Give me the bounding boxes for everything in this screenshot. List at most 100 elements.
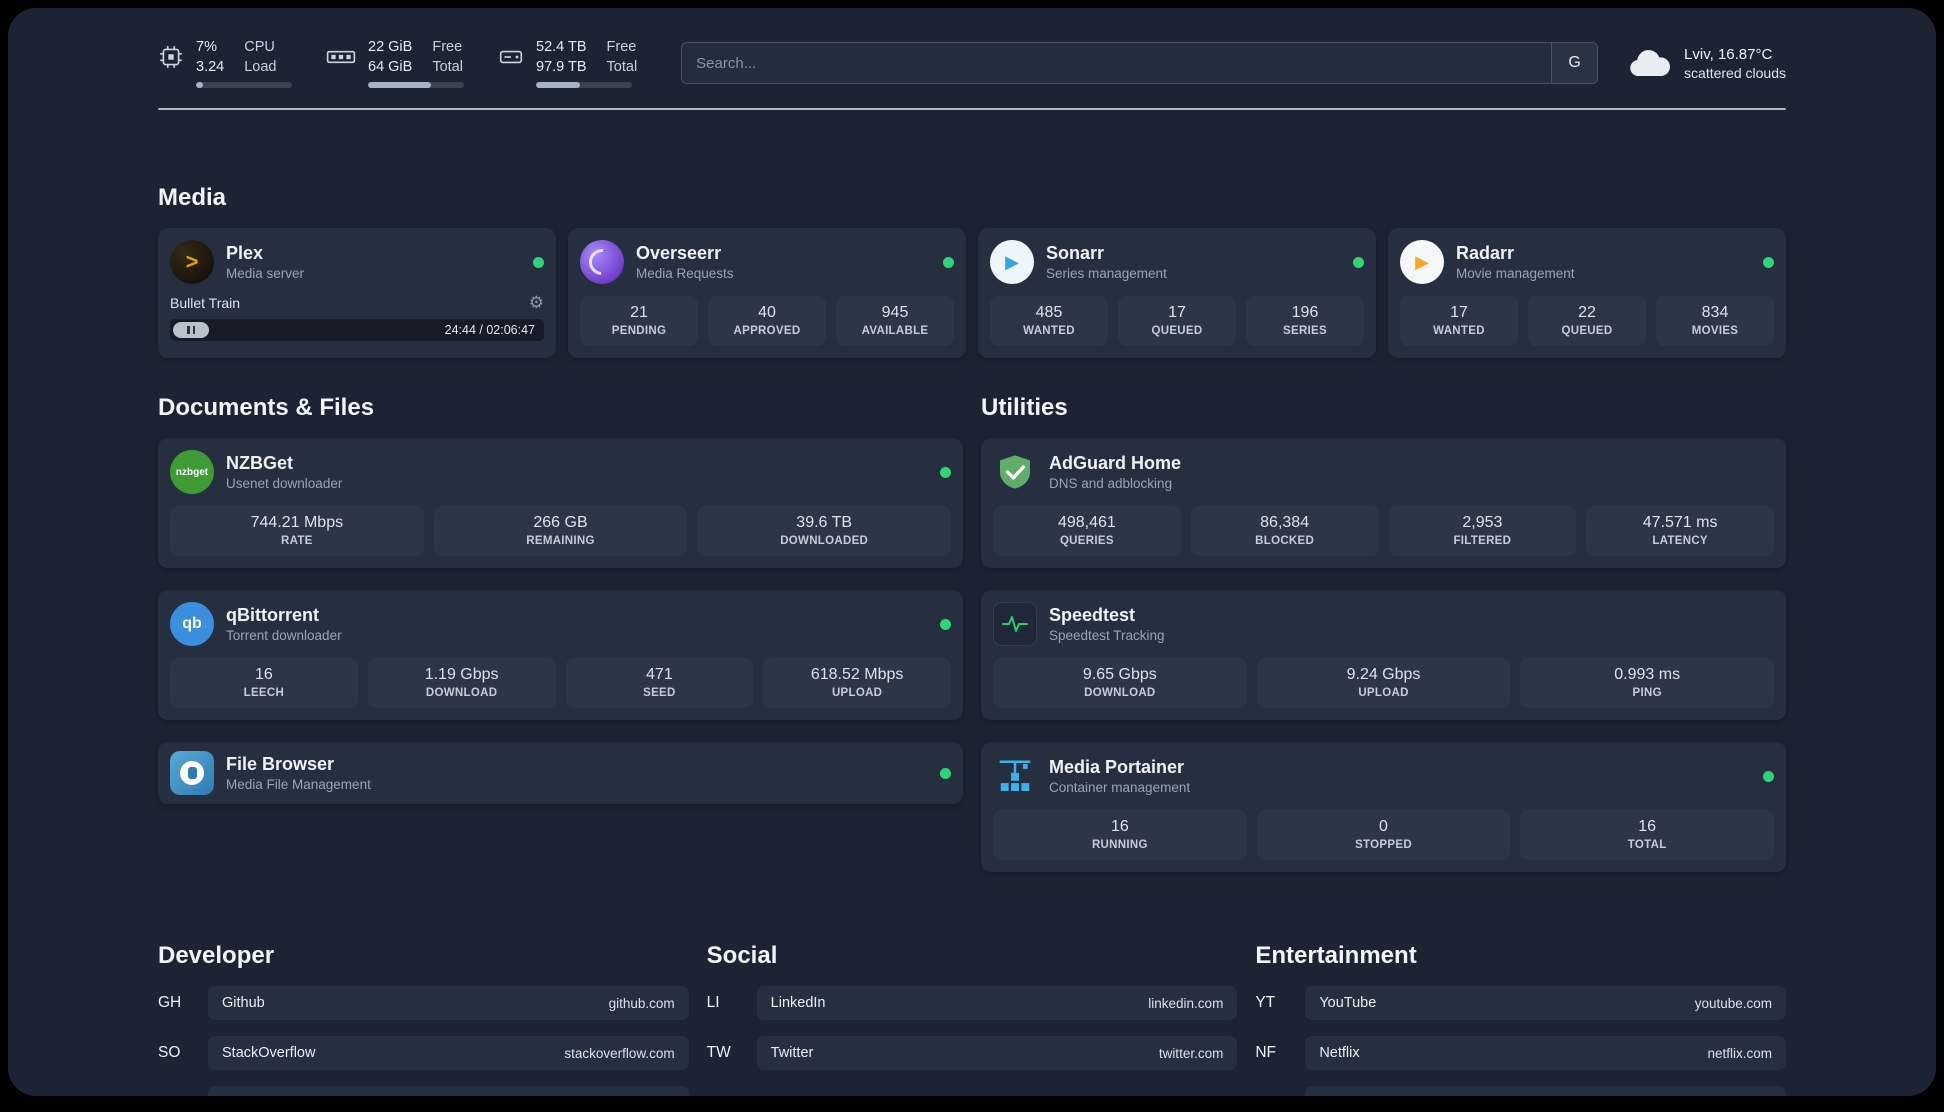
stat-value: 744.21 Mbps <box>174 514 420 532</box>
now-playing-title: Bullet Train <box>170 295 240 311</box>
bookmark-name: Reddit <box>1319 1095 1361 1096</box>
section-title-documents: Documents & Files <box>158 394 963 422</box>
overseerr-icon <box>580 240 624 284</box>
qbittorrent-card[interactable]: qb qBittorrent Torrent downloader 16 LEE… <box>158 590 963 720</box>
filebrowser-card[interactable]: File Browser Media File Management <box>158 742 963 804</box>
sonarr-subtitle: Series management <box>1046 266 1167 281</box>
stat-label: STOPPED <box>1261 839 1507 851</box>
section-title-social: Social <box>707 942 1238 970</box>
stat-label: TOTAL <box>1524 839 1770 851</box>
bookmark-reddit[interactable]: Reddit reddit.com <box>1305 1086 1786 1096</box>
radarr-card[interactable]: Radarr Movie management 17 WANTED 22 QUE… <box>1388 228 1786 358</box>
ram-progress-bar <box>368 82 464 88</box>
bookmark-abbr: RE <box>1255 1094 1289 1096</box>
stat-label: APPROVED <box>712 325 822 337</box>
stat-label: SERIES <box>1250 325 1360 337</box>
speedtest-title: Speedtest <box>1049 605 1165 626</box>
stat-label: PENDING <box>584 325 694 337</box>
portainer-crane-icon <box>993 754 1037 798</box>
stat-label: AVAILABLE <box>840 325 950 337</box>
qbittorrent-icon: qb <box>170 602 214 646</box>
stat-label: RUNNING <box>997 839 1243 851</box>
stat-label: UPLOAD <box>1261 687 1507 699</box>
weather-widget: Lviv, 16.87°C scattered clouds <box>1626 46 1786 81</box>
stat-value: 16 <box>174 666 354 684</box>
search-input[interactable] <box>682 43 1551 83</box>
radarr-subtitle: Movie management <box>1456 266 1575 281</box>
plex-title: Plex <box>226 243 304 264</box>
stat-label: BLOCKED <box>1195 535 1375 547</box>
stat-label: RATE <box>174 535 420 547</box>
stat-value: 485 <box>994 304 1104 322</box>
weather-location: Lviv, 16.87°C <box>1684 46 1786 63</box>
playback-time: 24:44 / 02:06:47 <box>445 323 535 337</box>
portainer-card[interactable]: Media Portainer Container management 16 … <box>981 742 1786 872</box>
stat-value: 40 <box>712 304 822 322</box>
stat-value: 21 <box>584 304 694 322</box>
cpu-label: CPU <box>244 38 276 56</box>
adguard-subtitle: DNS and adblocking <box>1049 476 1181 491</box>
stat-value: 196 <box>1250 304 1360 322</box>
search-engine-button[interactable]: G <box>1551 43 1597 83</box>
bookmark-youtube[interactable]: YouTube youtube.com <box>1305 986 1786 1020</box>
cpu-load-label: Load <box>244 58 276 76</box>
bookmark-abbr: YT <box>1255 994 1289 1012</box>
stat-tile: 21 PENDING <box>580 296 698 346</box>
disk-total-label: Total <box>607 58 638 76</box>
stat-tile: 9.65 Gbps DOWNLOAD <box>993 658 1247 708</box>
radarr-icon <box>1400 240 1444 284</box>
speedtest-card[interactable]: Speedtest Speedtest Tracking 9.65 Gbps D… <box>981 590 1786 720</box>
bookmark-abbr: GH <box>158 994 192 1012</box>
status-dot <box>940 768 951 779</box>
settings-gear-icon[interactable]: ⚙ <box>529 294 544 311</box>
nzbget-subtitle: Usenet downloader <box>226 476 342 491</box>
stat-tile: 1.19 Gbps DOWNLOAD <box>368 658 556 708</box>
drive-icon <box>498 38 524 70</box>
sonarr-icon <box>990 240 1034 284</box>
topbar: 7% 3.24 CPU Load <box>158 8 1786 88</box>
filebrowser-title: File Browser <box>226 754 371 775</box>
stat-value: 0.993 ms <box>1524 666 1770 684</box>
bookmark-stackoverflow[interactable]: StackOverflow stackoverflow.com <box>208 1036 689 1070</box>
stat-value: 945 <box>840 304 950 322</box>
bookmark-url: netflix.com <box>1707 1046 1772 1061</box>
bookmark-github[interactable]: Github github.com <box>208 986 689 1020</box>
bookmark-name: StackOverflow <box>222 1045 315 1061</box>
bookmark-twitter[interactable]: Twitter twitter.com <box>757 1036 1238 1070</box>
cloud-icon <box>1626 47 1672 79</box>
stat-value: 16 <box>1524 818 1770 836</box>
status-dot <box>1763 771 1774 782</box>
bookmarks-developer-group: Developer GH Github github.com SO StackO… <box>158 942 689 1096</box>
nzbget-card[interactable]: nzbget NZBGet Usenet downloader 744.21 M… <box>158 438 963 568</box>
ram-total-label: Total <box>432 58 463 76</box>
speedtest-pulse-icon <box>993 602 1037 646</box>
disk-free-value: 52.4 TB <box>536 38 587 56</box>
adguard-title: AdGuard Home <box>1049 453 1181 474</box>
stat-tile: 498,461 QUERIES <box>993 506 1181 556</box>
stat-tile: 16 TOTAL <box>1520 810 1774 860</box>
bookmark-abbr: TW <box>707 1044 741 1062</box>
stat-tile: 40 APPROVED <box>708 296 826 346</box>
stat-label: WANTED <box>1404 325 1514 337</box>
bookmarks-social-group: Social LI LinkedIn linkedin.com TW Twitt… <box>707 942 1238 1086</box>
sonarr-title: Sonarr <box>1046 243 1167 264</box>
stat-tile: 834 MOVIES <box>1656 296 1774 346</box>
pause-button[interactable] <box>173 322 209 338</box>
sonarr-card[interactable]: Sonarr Series management 485 WANTED 17 Q… <box>978 228 1376 358</box>
bookmark-dev[interactable]: DEV dev.to <box>208 1086 689 1096</box>
plex-subtitle: Media server <box>226 266 304 281</box>
stat-label: DOWNLOADED <box>701 535 947 547</box>
stat-value: 834 <box>1660 304 1770 322</box>
stat-label: QUERIES <box>997 535 1177 547</box>
bookmark-linkedin[interactable]: LinkedIn linkedin.com <box>757 986 1238 1020</box>
adguard-card[interactable]: AdGuard Home DNS and adblocking 498,461 … <box>981 438 1786 568</box>
playback-progress-bar[interactable]: 24:44 / 02:06:47 <box>170 319 544 341</box>
overseerr-card[interactable]: Overseerr Media Requests 21 PENDING 40 A… <box>568 228 966 358</box>
bookmark-netflix[interactable]: Netflix netflix.com <box>1305 1036 1786 1070</box>
ram-total-value: 64 GiB <box>368 58 412 76</box>
stat-value: 17 <box>1404 304 1514 322</box>
stat-label: FILTERED <box>1393 535 1573 547</box>
plex-card[interactable]: Plex Media server Bullet Train ⚙ 24:44 /… <box>158 228 556 358</box>
stat-value: 266 GB <box>438 514 684 532</box>
radarr-title: Radarr <box>1456 243 1575 264</box>
